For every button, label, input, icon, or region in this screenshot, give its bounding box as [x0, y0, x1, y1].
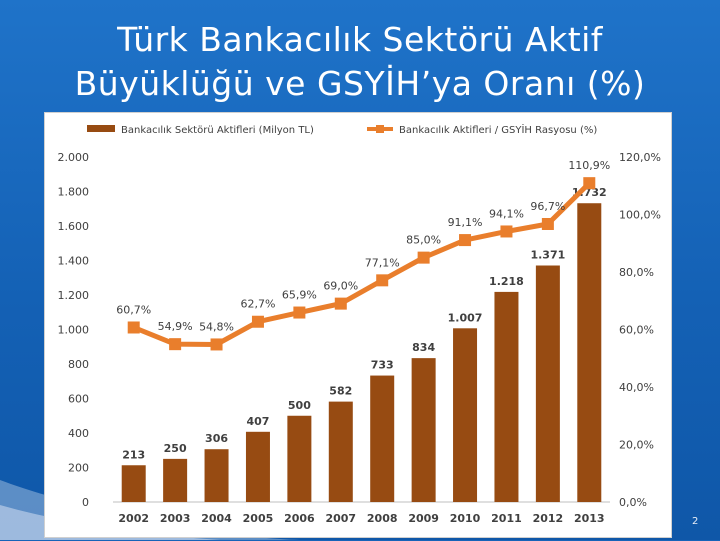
bar-value-label: 407 — [246, 415, 269, 428]
bar — [287, 415, 312, 502]
ratio-value-label: 85,0% — [406, 234, 441, 247]
bar-value-label: 582 — [329, 385, 352, 398]
combo-chart: Bankacılık Sektörü Aktifleri (Milyon TL)… — [58, 123, 661, 525]
bar — [370, 375, 395, 502]
ratio-value-label: 60,7% — [116, 303, 151, 316]
x-axis-tick-label: 2007 — [325, 512, 356, 525]
ratio-value-label: 91,1% — [448, 216, 483, 229]
ratio-value-label: 77,1% — [365, 256, 400, 269]
left-axis-tick-label: 600 — [68, 393, 89, 406]
x-axis-tick-label: 2009 — [408, 512, 439, 525]
left-axis-tick-label: 1.200 — [58, 289, 90, 302]
ratio-line — [132, 181, 592, 347]
right-axis-tick-label: 100,0% — [619, 209, 661, 222]
bar — [577, 203, 602, 502]
ratio-point — [334, 297, 347, 310]
left-axis-tick-label: 0 — [82, 496, 89, 509]
legend-marker-line — [376, 125, 384, 133]
ratio-point — [251, 315, 264, 328]
right-axis-tick-label: 0,0% — [619, 496, 647, 509]
left-axis-tick-label: 1.800 — [58, 186, 90, 199]
x-axis-tick-label: 2011 — [491, 512, 522, 525]
chart-panel: Bankacılık Sektörü Aktifleri (Milyon TL)… — [44, 112, 672, 538]
ratio-value-label: 54,9% — [158, 320, 193, 333]
bar-value-label: 306 — [205, 432, 228, 445]
left-axis-tick-label: 400 — [68, 427, 89, 440]
right-axis-tick-label: 120,0% — [619, 151, 661, 164]
bar-value-label: 500 — [288, 399, 311, 412]
bar — [328, 401, 353, 502]
left-axis-tick-label: 1.000 — [58, 324, 90, 337]
bar-value-label: 1.007 — [448, 311, 483, 324]
bar — [121, 465, 146, 502]
ratio-value-label: 96,7% — [530, 200, 565, 213]
left-axis-tick-label: 1.400 — [58, 255, 90, 268]
left-axis-tick-label: 1.600 — [58, 220, 90, 233]
bar-value-label: 250 — [164, 442, 187, 455]
title-line-1: Türk Bankacılık Sektörü Aktif — [117, 20, 603, 59]
left-axis-tick-label: 800 — [68, 358, 89, 371]
ratio-point — [459, 234, 472, 247]
right-axis-tick-label: 40,0% — [619, 381, 654, 394]
bar — [411, 358, 436, 502]
x-axis-tick-label: 2002 — [118, 512, 149, 525]
bar-value-label: 213 — [122, 448, 145, 461]
x-axis-tick-label: 2013 — [574, 512, 605, 525]
right-axis-tick-label: 60,0% — [619, 324, 654, 337]
bar-value-label: 1.371 — [530, 249, 565, 262]
right-axis-tick-label: 80,0% — [619, 266, 654, 279]
ratio-point — [376, 274, 389, 287]
x-axis-tick-label: 2004 — [201, 512, 232, 525]
x-axis-tick-label: 2010 — [450, 512, 481, 525]
page-number: 2 — [692, 516, 699, 527]
bar — [204, 449, 229, 502]
bar — [163, 458, 188, 502]
slide-title: Türk Bankacılık Sektörü Aktif Büyüklüğü … — [0, 18, 720, 106]
ratio-point — [541, 217, 554, 230]
ratio-value-label: 94,1% — [489, 207, 524, 220]
bar-value-label: 834 — [412, 341, 435, 354]
right-axis-tick-label: 20,0% — [619, 439, 654, 452]
x-axis-tick-label: 2005 — [243, 512, 274, 525]
x-axis-tick-label: 2006 — [284, 512, 315, 525]
x-axis-tick-label: 2008 — [367, 512, 398, 525]
title-line-2: Büyüklüğü ve GSYİH’ya Oranı (%) — [74, 64, 646, 103]
x-axis-tick-label: 2003 — [160, 512, 191, 525]
bar — [535, 265, 560, 502]
ratio-point — [417, 251, 430, 264]
ratio-point — [210, 338, 223, 351]
left-axis-tick-label: 200 — [68, 462, 89, 475]
ratio-point — [169, 338, 182, 351]
ratio-value-label: 65,9% — [282, 289, 317, 302]
legend-label-bars: Bankacılık Sektörü Aktifleri (Milyon TL) — [121, 125, 314, 136]
ratio-point — [293, 306, 306, 319]
ratio-value-label: 69,0% — [323, 280, 358, 293]
legend-label-line: Bankacılık Aktifleri / GSYİH Rasyosu (%) — [399, 123, 597, 136]
legend-swatch-bars — [87, 125, 115, 132]
bar — [453, 328, 478, 502]
ratio-point — [583, 177, 596, 190]
bar — [494, 291, 519, 502]
ratio-value-label: 62,7% — [240, 298, 275, 311]
left-axis-tick-label: 2.000 — [58, 151, 90, 164]
x-axis-tick-label: 2012 — [533, 512, 564, 525]
bar-value-label: 733 — [371, 359, 394, 372]
bar-value-label: 1.218 — [489, 275, 524, 288]
ratio-value-label: 54,8% — [199, 320, 234, 333]
ratio-value-label: 110,9% — [568, 159, 610, 172]
bar — [245, 431, 270, 502]
ratio-point — [500, 225, 513, 238]
ratio-point — [127, 321, 140, 334]
